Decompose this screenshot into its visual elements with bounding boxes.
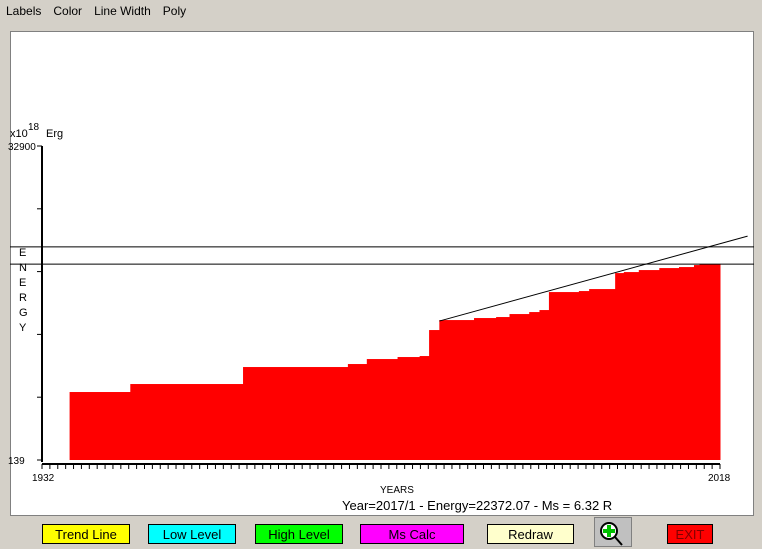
energy-step-bar bbox=[659, 268, 680, 460]
energy-step-bar bbox=[578, 291, 590, 460]
zoom-in-icon bbox=[600, 522, 623, 546]
y-axis-label-letter: G bbox=[19, 307, 28, 319]
energy-step-bar bbox=[615, 273, 625, 460]
menu-line-width[interactable]: Line Width bbox=[94, 4, 151, 18]
menu-bar: Labels Color Line Width Poly bbox=[0, 0, 192, 22]
status-readout: Year=2017/1 - Energy=22372.07 - Ms = 6.3… bbox=[342, 498, 612, 513]
menu-color[interactable]: Color bbox=[53, 4, 83, 18]
zoom-button[interactable] bbox=[594, 517, 632, 547]
x-tick-min: 1932 bbox=[32, 473, 55, 484]
energy-step-bar bbox=[693, 265, 701, 460]
trend-line bbox=[439, 235, 748, 322]
y-tick-min: 139 bbox=[8, 456, 25, 467]
redraw-button[interactable]: Redraw bbox=[487, 524, 574, 544]
y-axis-label-letter: N bbox=[19, 262, 27, 274]
y-axis-label-letter: E bbox=[19, 247, 26, 259]
energy-step-bar bbox=[548, 292, 580, 460]
energy-step-bar bbox=[496, 317, 511, 460]
energy-step-bar bbox=[130, 384, 244, 460]
y-exponent: 18 bbox=[28, 122, 40, 133]
y-tick-max: 32900 bbox=[8, 142, 36, 153]
menu-poly[interactable]: Poly bbox=[162, 4, 187, 18]
energy-step-bar bbox=[397, 357, 421, 460]
energy-step-bar bbox=[539, 310, 550, 460]
energy-step-bar bbox=[419, 356, 430, 460]
energy-step-bar bbox=[623, 272, 640, 460]
energy-step-bar bbox=[509, 314, 530, 460]
y-unit-erg: Erg bbox=[46, 128, 63, 140]
trend-line-button[interactable]: Trend Line bbox=[42, 524, 130, 544]
energy-step-bar bbox=[69, 392, 131, 460]
y-axis-label-letter: E bbox=[19, 277, 26, 289]
energy-step-bar bbox=[589, 289, 616, 460]
low-level-button[interactable]: Low Level bbox=[148, 524, 236, 544]
menu-labels[interactable]: Labels bbox=[6, 4, 42, 18]
high-level-button[interactable]: High Level bbox=[255, 524, 343, 544]
energy-step-bar bbox=[366, 359, 399, 460]
energy-step-bar bbox=[529, 312, 540, 460]
y-axis-label-letter: Y bbox=[19, 322, 27, 334]
energy-step-bar bbox=[429, 330, 440, 460]
y-axis-label-letter: R bbox=[19, 292, 27, 304]
energy-step-bar bbox=[347, 364, 368, 460]
x-tick-max: 2018 bbox=[708, 473, 731, 484]
y-unit: x10 bbox=[10, 128, 28, 140]
ms-calc-button[interactable]: Ms Calc bbox=[360, 524, 464, 544]
energy-step-bar bbox=[474, 318, 497, 460]
energy-step-bar bbox=[699, 264, 721, 460]
exit-button[interactable]: EXIT bbox=[667, 524, 713, 544]
energy-step-bar bbox=[679, 267, 695, 460]
energy-step-bar bbox=[638, 270, 660, 460]
x-axis-label: YEARS bbox=[380, 485, 414, 496]
energy-step-bar bbox=[439, 320, 475, 460]
energy-step-bar bbox=[243, 367, 349, 460]
